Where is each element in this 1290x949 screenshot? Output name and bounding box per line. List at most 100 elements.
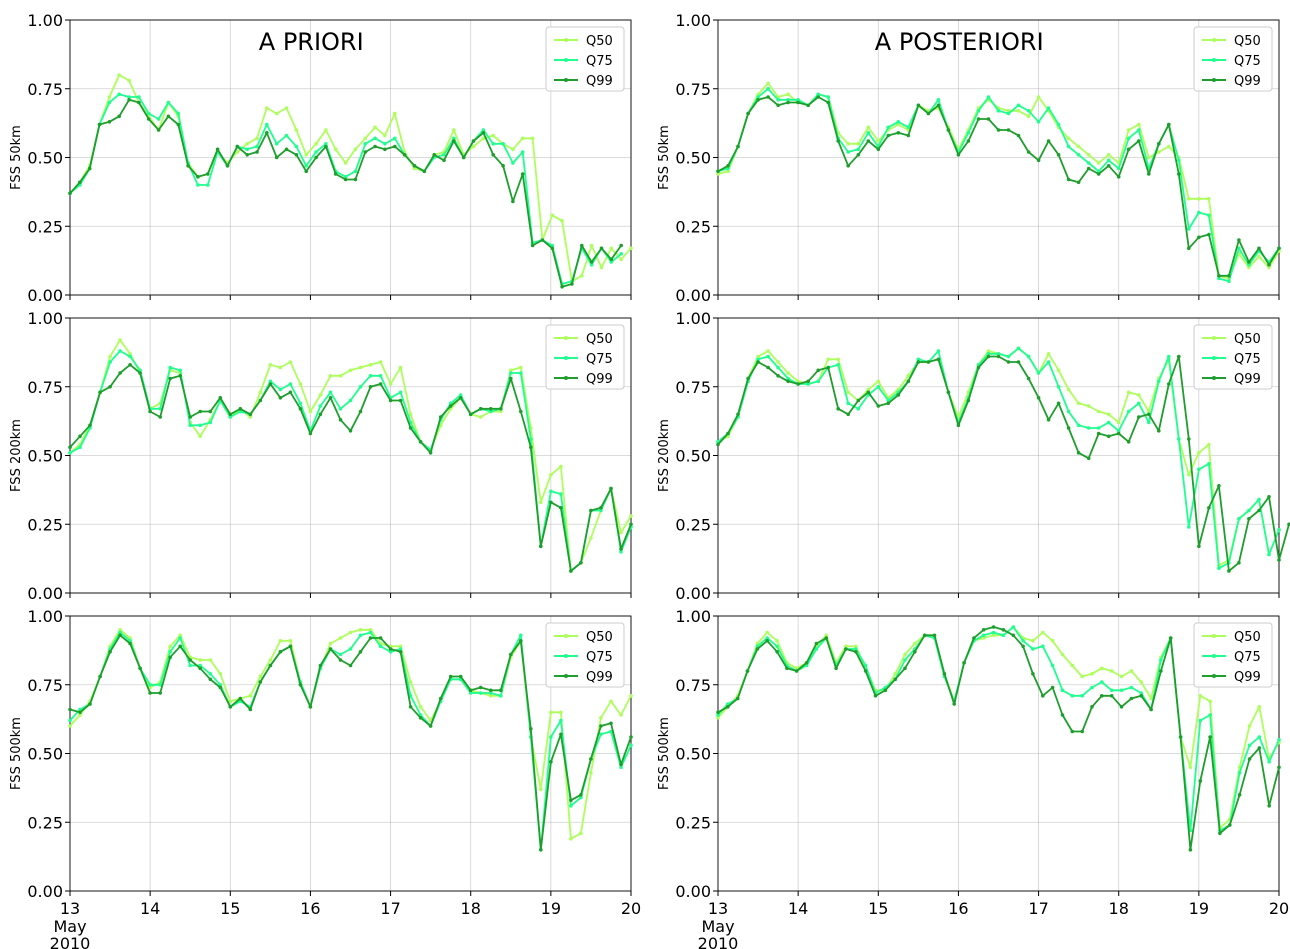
data-point: [1036, 396, 1041, 400]
data-point: [775, 644, 779, 649]
data-point: [1090, 705, 1094, 709]
data-point: [936, 357, 941, 362]
data-point: [1106, 434, 1111, 439]
data-point: [836, 139, 840, 143]
data-point: [304, 153, 309, 157]
data-point: [786, 100, 790, 105]
data-point: [570, 282, 574, 286]
y-tick-label: 0.75: [675, 80, 711, 99]
data-point: [1247, 724, 1252, 728]
data-point: [619, 530, 623, 535]
data-point: [107, 95, 112, 99]
data-point: [499, 688, 503, 693]
data-point: [962, 661, 966, 665]
data-point: [1026, 354, 1031, 359]
data-point: [796, 98, 800, 102]
data-point: [393, 136, 397, 141]
data-point: [746, 376, 750, 381]
data-point: [996, 128, 1001, 132]
data-point: [298, 401, 303, 406]
data-point: [883, 688, 888, 693]
data-point: [816, 95, 820, 99]
data-point: [87, 166, 92, 171]
data-point: [1197, 467, 1201, 472]
x-tick-label: 19: [541, 899, 561, 918]
data-point: [118, 628, 122, 632]
data-point: [107, 120, 112, 124]
data-point: [1056, 122, 1061, 127]
legend-label: Q75: [1234, 54, 1261, 69]
data-point: [756, 360, 760, 364]
x-tick-label: 13: [60, 899, 80, 918]
data-point: [913, 641, 917, 646]
legend-box: [545, 324, 625, 390]
data-point: [258, 674, 263, 679]
data-point: [294, 128, 299, 132]
data-point: [238, 409, 243, 414]
data-point: [422, 169, 427, 174]
data-point: [569, 837, 573, 841]
y-tick-label: 0.50: [675, 745, 711, 764]
data-point: [936, 349, 941, 353]
data-point: [952, 702, 956, 706]
data-point: [609, 699, 613, 704]
data-point: [294, 153, 299, 157]
data-point: [318, 412, 323, 417]
data-point: [1198, 779, 1203, 783]
data-point: [1137, 128, 1141, 132]
data-point: [1016, 133, 1021, 138]
data-point: [1237, 793, 1242, 797]
data-point: [348, 398, 353, 403]
data-point: [826, 365, 830, 370]
data-point: [158, 407, 162, 411]
data-point: [468, 688, 473, 693]
data-point: [906, 374, 911, 378]
data-point: [166, 100, 171, 105]
data-point: [128, 641, 132, 646]
data-point: [1066, 136, 1071, 141]
data-point: [158, 691, 162, 695]
data-point: [1177, 437, 1181, 441]
data-point: [726, 166, 730, 171]
legend-box: [1193, 26, 1273, 92]
data-point: [1086, 161, 1091, 165]
data-point: [274, 155, 279, 160]
data-point: [1066, 177, 1071, 182]
data-point: [981, 628, 986, 632]
data-point: [388, 382, 393, 386]
data-point: [388, 398, 393, 403]
data-point: [981, 633, 986, 638]
data-point: [208, 409, 213, 414]
legend: Q50 Q75 Q99: [1193, 622, 1273, 688]
data-point: [549, 760, 553, 764]
data-point: [176, 111, 181, 116]
data-point: [1090, 685, 1094, 690]
data-point: [863, 669, 868, 673]
data-point: [137, 100, 141, 105]
data-point: [128, 354, 132, 359]
data-point: [1129, 696, 1134, 701]
data-point: [328, 396, 333, 400]
data-point: [442, 158, 446, 163]
data-point: [146, 111, 151, 116]
data-point: [629, 514, 633, 518]
data-point: [333, 147, 338, 152]
data-point: [338, 652, 343, 657]
data-point: [363, 136, 368, 141]
data-point: [378, 374, 383, 378]
data-point: [188, 663, 192, 668]
data-point: [1116, 166, 1121, 171]
data-point: [1257, 497, 1261, 502]
data-point: [846, 412, 850, 417]
data-point: [926, 360, 931, 364]
data-point: [519, 371, 523, 375]
data-point: [1106, 158, 1111, 163]
data-point: [501, 142, 505, 146]
legend-marker: [1212, 38, 1216, 42]
data-point: [188, 658, 192, 662]
data-point: [258, 680, 263, 684]
data-point: [1100, 666, 1104, 671]
data-point: [248, 707, 253, 712]
data-point: [314, 142, 318, 146]
